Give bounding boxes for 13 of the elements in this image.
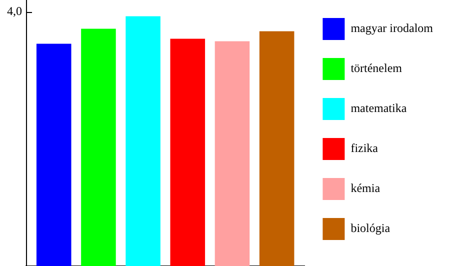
legend-label: kémia <box>350 181 381 196</box>
bar <box>259 31 294 266</box>
bar <box>126 16 160 266</box>
legend-label: fizika <box>350 141 379 156</box>
bar <box>170 38 206 266</box>
text: 4,0 <box>7 4 22 18</box>
legend-label: történelem <box>350 61 403 76</box>
bar <box>81 28 116 266</box>
legend-label: magyar irodalom <box>350 21 434 36</box>
legend-label: matematika <box>350 101 408 116</box>
bar <box>36 44 72 266</box>
bar <box>214 41 250 266</box>
legend-label: biológia <box>350 221 391 236</box>
